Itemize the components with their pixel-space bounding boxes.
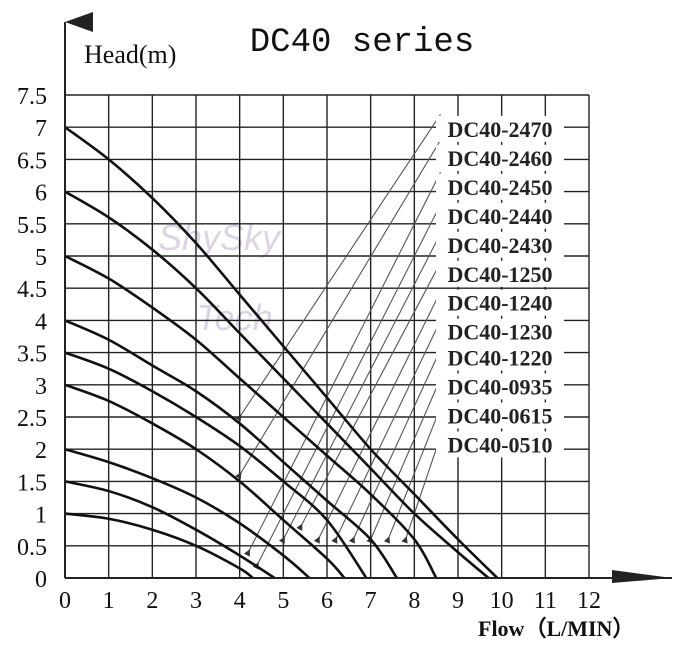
x-tick-label-5: 5	[277, 588, 289, 614]
x-tick-label-11: 11	[534, 588, 557, 614]
x-tick-label-8: 8	[408, 588, 420, 614]
curve-dc40-2440	[64, 319, 398, 579]
chart-axes	[64, 12, 672, 583]
series-labels: DC40-2470 DC40-2460 DC40-2450 DC40-2440 DC40…	[436, 115, 564, 458]
x-tick-labels: 0 1 2 3 4 5 6 7 8 9 10 11 12	[59, 588, 601, 614]
curve-dc40-1250	[64, 383, 346, 579]
series-label-bg-dc40-1230	[436, 318, 564, 345]
series-pointer-lines	[235, 114, 442, 570]
curve-dc40-2430	[64, 351, 368, 579]
watermark-line-2: Tech	[196, 297, 273, 338]
curve-dc40-1230	[64, 480, 276, 580]
x-tick-label-2: 2	[146, 588, 158, 614]
pointer-line-dc40-0935	[366, 378, 442, 544]
series-label-dc40-1220: DC40-1220	[447, 345, 552, 370]
y-tick-label-5: 5	[35, 245, 47, 271]
series-label-dc40-0510: DC40-0510	[447, 432, 552, 457]
series-label-dc40-1250: DC40-1250	[447, 262, 552, 287]
series-curves	[64, 126, 499, 580]
series-label-bg-dc40-1250	[436, 260, 564, 287]
curve-dc40-2460	[64, 190, 490, 579]
y-tick-label-4: 4	[35, 309, 47, 335]
y-tick-label-7: 7	[35, 116, 47, 142]
y-tick-label-6.5: 6.5	[17, 148, 47, 174]
x-tick-label-12: 12	[577, 588, 601, 614]
pointer-line-dc40-1240	[313, 291, 442, 544]
series-label-dc40-0615: DC40-0615	[447, 403, 552, 428]
curve-dc40-2450	[64, 254, 438, 579]
series-label-bg-dc40-2460	[436, 144, 564, 171]
series-label-dc40-2470: DC40-2470	[447, 117, 552, 142]
pointer-line-dc40-1250	[296, 262, 442, 531]
y-tick-label-1.5: 1.5	[17, 470, 47, 496]
y-tick-label-6: 6	[35, 181, 47, 207]
y-axis-label: Head(m)	[84, 40, 176, 69]
series-label-bg-dc40-0935	[436, 373, 564, 400]
series-label-bg-dc40-0510	[436, 431, 564, 458]
x-tick-label-7: 7	[365, 588, 377, 614]
y-tick-label-4.5: 4.5	[17, 277, 47, 303]
series-label-bg-dc40-2430	[436, 231, 564, 258]
pointer-line-dc40-1220	[348, 349, 442, 544]
series-label-dc40-2430: DC40-2430	[447, 233, 552, 258]
y-tick-label-0.5: 0.5	[17, 535, 47, 561]
chart-title: DC40 series	[250, 24, 474, 62]
pointer-line-dc40-2460	[235, 139, 442, 480]
series-label-bg-dc40-2450	[436, 173, 564, 200]
pointer-line-dc40-0615	[383, 407, 442, 544]
x-tick-label-9: 9	[452, 588, 464, 614]
series-label-bg-dc40-1240	[436, 289, 564, 316]
series-label-dc40-2450: DC40-2450	[447, 175, 552, 200]
x-tick-label-0: 0	[59, 588, 71, 614]
curve-dc40-1220	[64, 512, 254, 580]
y-tick-label-0: 0	[35, 567, 47, 593]
curve-dc40-1240	[64, 447, 311, 579]
series-label-dc40-2460: DC40-2460	[447, 146, 552, 171]
series-label-dc40-1240: DC40-1240	[447, 291, 552, 316]
pointer-line-dc40-2440	[252, 204, 442, 570]
series-label-bg-dc40-1220	[436, 344, 564, 371]
x-tick-label-10: 10	[490, 588, 514, 614]
series-label-dc40-0935: DC40-0935	[447, 374, 552, 399]
pointer-line-dc40-2430	[278, 233, 442, 544]
y-tick-label-3: 3	[35, 374, 47, 400]
curve-dc40-2470	[64, 126, 499, 579]
series-label-dc40-2440: DC40-2440	[447, 204, 552, 229]
series-label-bg-dc40-0615	[436, 402, 564, 429]
pointer-line-dc40-2450	[243, 172, 442, 557]
pointer-line-dc40-0510	[401, 436, 442, 544]
y-tick-label-5.5: 5.5	[17, 213, 47, 239]
x-tick-label-4: 4	[234, 588, 246, 614]
pointer-line-dc40-1230	[331, 320, 442, 544]
y-tick-label-1: 1	[35, 503, 47, 529]
x-tick-label-3: 3	[190, 588, 202, 614]
y-tick-labels: 0 0.5 1 1.5 2 2.5 3 3.5 4 4.5 5 5.5 6 6.5 7 7.5	[17, 84, 47, 593]
y-tick-label-2.5: 2.5	[17, 406, 47, 432]
series-label-bg-dc40-2440	[436, 202, 564, 229]
x-axis-arrowhead	[612, 570, 672, 583]
series-label-dc40-1230: DC40-1230	[447, 320, 552, 345]
x-tick-label-1: 1	[103, 588, 115, 614]
y-tick-label-3.5: 3.5	[17, 342, 47, 368]
series-label-bg-dc40-2470	[436, 115, 564, 142]
x-axis-label: Flow（L/MIN）	[478, 616, 634, 641]
x-tick-label-6: 6	[321, 588, 333, 614]
y-tick-label-7.5: 7.5	[17, 84, 47, 110]
y-tick-label-2: 2	[35, 438, 47, 464]
